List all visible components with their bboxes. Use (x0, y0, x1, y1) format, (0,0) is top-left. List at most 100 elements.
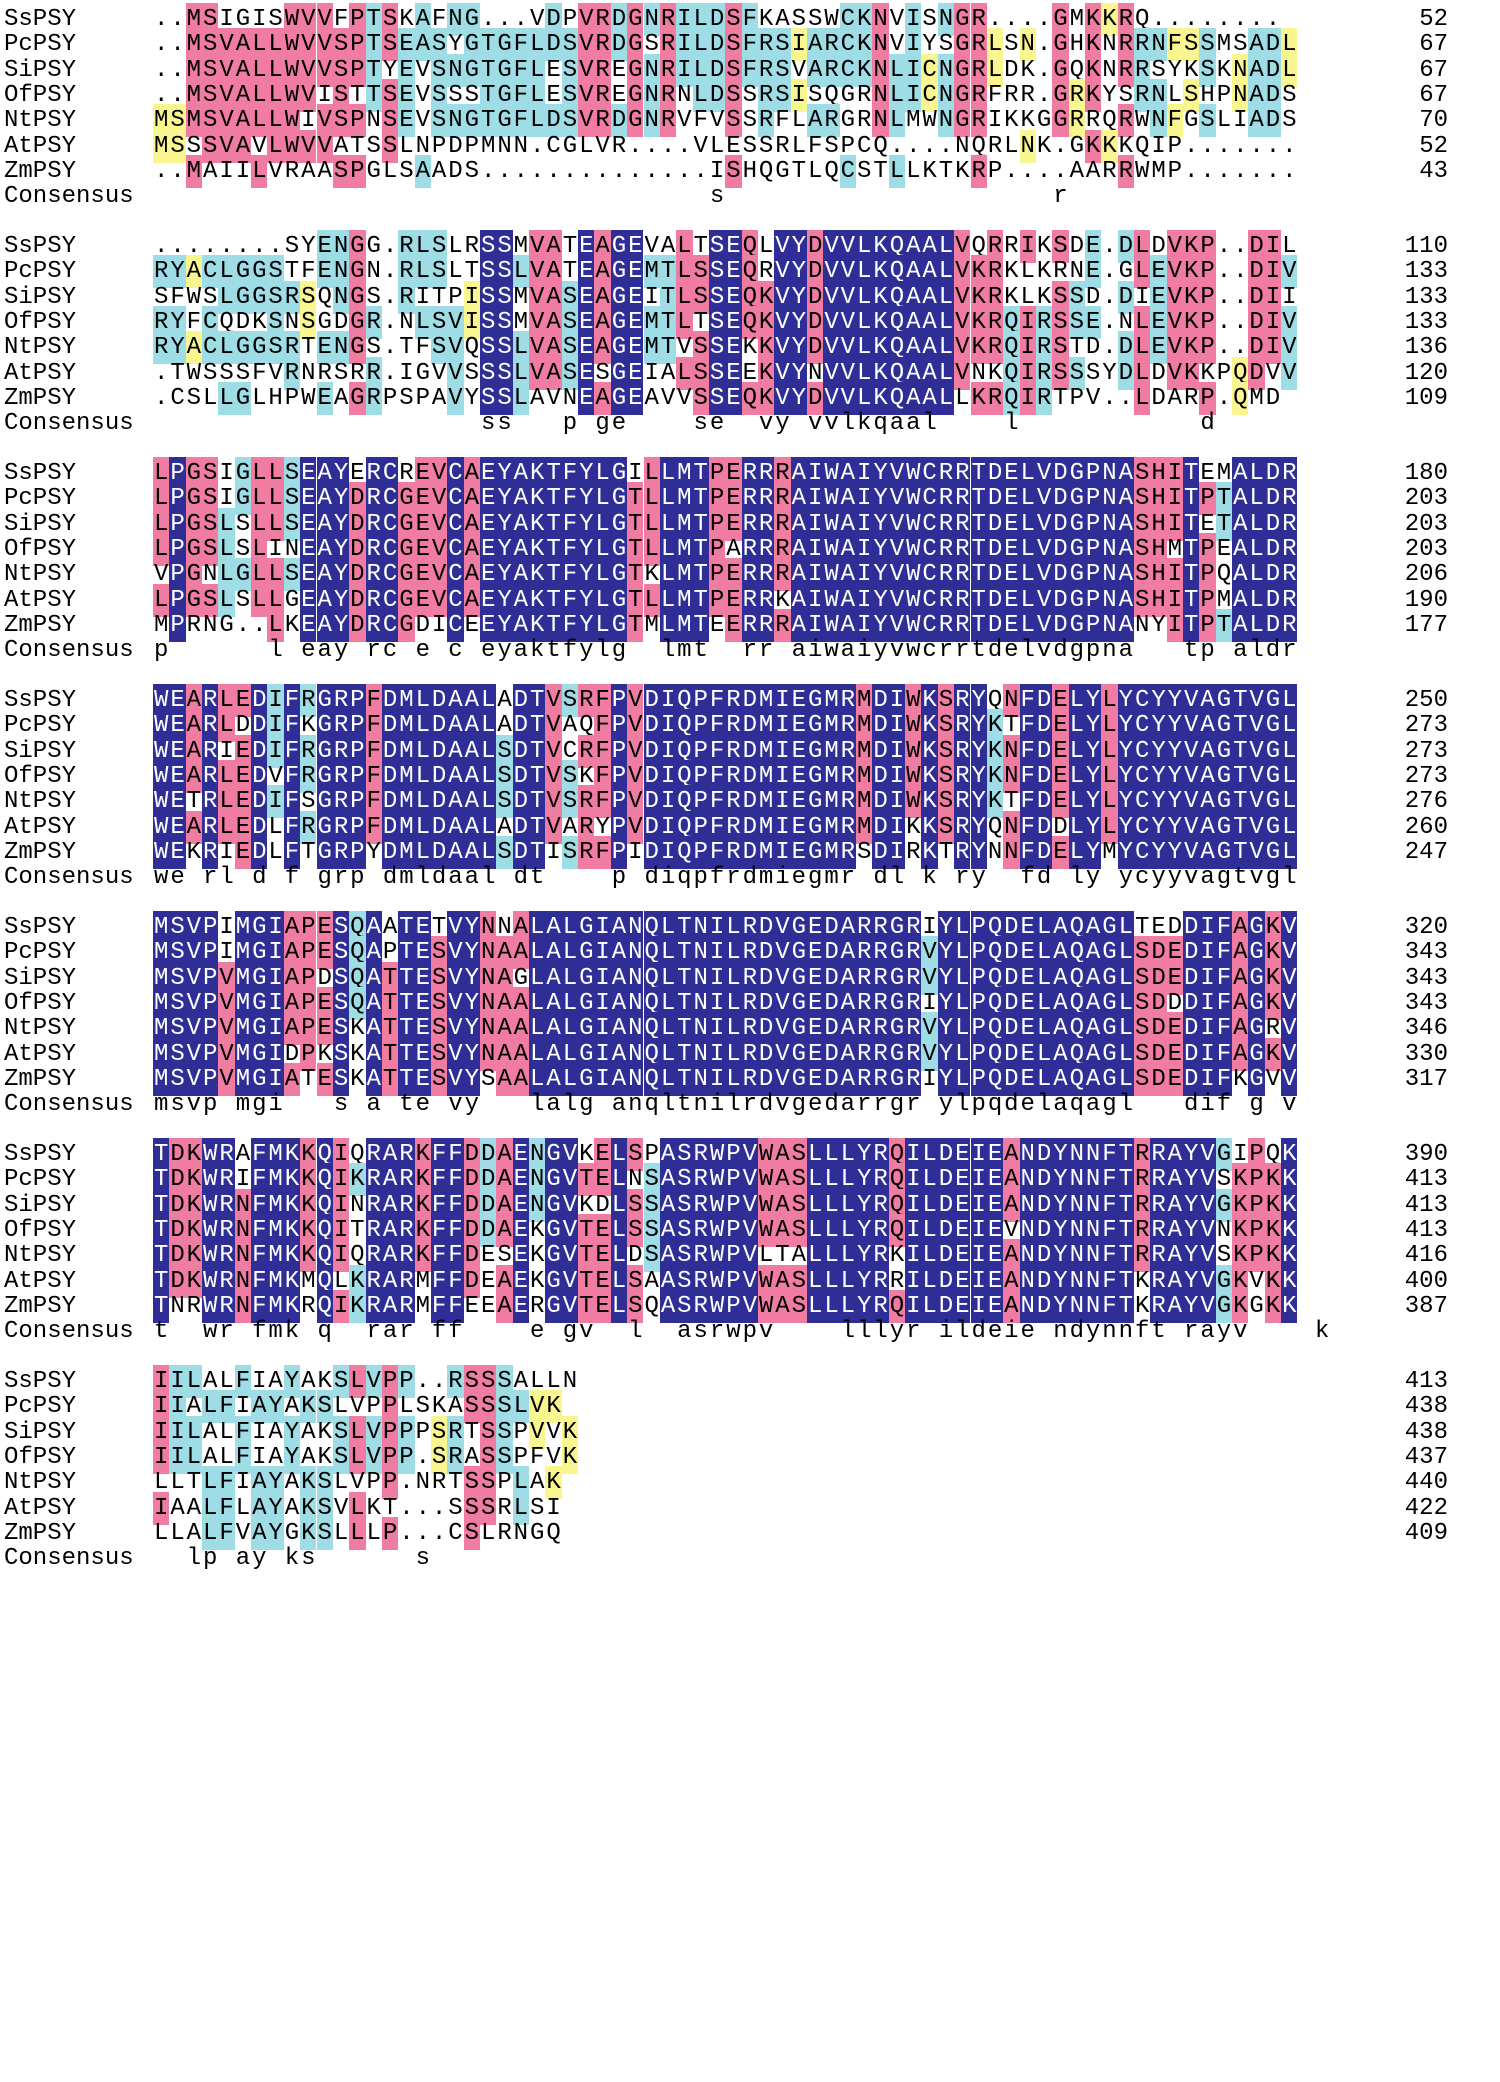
residue: S (464, 81, 480, 109)
consensus-residue: t (1151, 1318, 1166, 1346)
consensus-label: Consensus (4, 1545, 134, 1573)
consensus-residue (774, 180, 790, 213)
consensus-residue (218, 180, 234, 213)
residue: L (529, 78, 546, 112)
residue: N (937, 3, 955, 36)
consensus-residue (1150, 180, 1166, 213)
residue: G (496, 28, 513, 62)
consensus-residue (1167, 1088, 1183, 1121)
residue: S (742, 132, 757, 160)
residue: T (365, 28, 382, 62)
residue: E (398, 28, 415, 62)
consensus-residue (153, 1542, 169, 1575)
residue: S (169, 104, 186, 138)
residue: I (905, 3, 922, 36)
residue: C (921, 78, 938, 112)
residue: I (676, 3, 693, 36)
residue: G (627, 53, 644, 87)
residue: G (954, 78, 971, 112)
residue: K (1101, 129, 1118, 163)
consensus-residue (529, 180, 545, 213)
residue: D (545, 3, 562, 36)
residue: M (185, 104, 203, 138)
residue: N (513, 132, 529, 160)
residue: S (202, 129, 219, 163)
consensus-residue (856, 861, 872, 894)
consensus-residue (921, 1088, 937, 1121)
residue: I (301, 107, 316, 135)
residue: L (709, 132, 725, 160)
consensus-residue: y (252, 1545, 267, 1573)
residue: K (1084, 129, 1102, 163)
residue: R (970, 104, 987, 138)
consensus-residue (169, 180, 185, 213)
residue: P (562, 6, 578, 33)
consensus-residue (758, 180, 774, 213)
consensus-residue (415, 180, 431, 213)
consensus-residue (480, 1542, 496, 1575)
consensus-residue: t (153, 1318, 169, 1346)
residue: S (186, 132, 202, 160)
consensus-residue (218, 407, 234, 440)
consensus-residue: q (987, 1091, 1003, 1119)
residue: C (839, 3, 857, 36)
alignment-row: PcPSY.. M S V A L L W V V S P T S E A S Y G T G F L D S V R D G S R I L D… (0, 28, 1500, 62)
residue: S (725, 28, 742, 62)
consensus-residue (954, 407, 970, 440)
consensus-residue: q (644, 1091, 659, 1119)
consensus-residue: i (775, 864, 790, 892)
consensus-residue: l (660, 1091, 676, 1119)
consensus-residue (1036, 407, 1052, 440)
consensus-residue: q (677, 864, 692, 892)
residue: S (202, 3, 219, 36)
residue: E (546, 81, 561, 109)
consensus-residue: y (333, 637, 349, 665)
consensus-residue: y (1151, 864, 1166, 892)
consensus-residue: v (579, 1318, 594, 1346)
residue: G (840, 81, 856, 109)
residue: V (218, 53, 235, 87)
residue: K (856, 53, 873, 87)
consensus-residue: l (1282, 864, 1297, 892)
residue: K (1101, 3, 1118, 36)
consensus-residue: k (284, 1318, 300, 1346)
residue: P (1167, 132, 1183, 160)
residue: N (643, 78, 660, 112)
residue: S (922, 6, 937, 33)
residue: R (970, 78, 987, 112)
residue: R (1020, 81, 1035, 109)
consensus-residue: r (709, 1318, 725, 1346)
consensus-residue: r (742, 637, 757, 665)
residue: R (594, 3, 611, 36)
residue: N (955, 132, 970, 160)
residue: N (872, 3, 889, 36)
residue: . (497, 6, 512, 33)
consensus-residue: n (693, 1091, 708, 1119)
consensus-residue: q (1069, 1091, 1084, 1119)
consensus-residue: r (219, 1318, 234, 1346)
residue: K (1020, 107, 1035, 135)
residue: S (381, 28, 399, 62)
residue: D (610, 28, 628, 62)
residue: T (480, 53, 497, 87)
residue: . (1167, 6, 1183, 33)
consensus-label: Consensus (4, 864, 134, 892)
residue: K (856, 28, 873, 62)
consensus-residue (333, 407, 349, 440)
consensus-residue: r (840, 864, 856, 892)
consensus-residue: r (758, 637, 774, 665)
consensus-residue: d (742, 864, 757, 892)
alignment-row: ZmPSY.. M A I I L V R A A S P G L S A A D S.............. I… (0, 154, 1500, 188)
residue: F (1166, 28, 1184, 62)
residue: D (1264, 78, 1282, 112)
residue: V (415, 56, 430, 84)
consensus-residue (823, 180, 839, 213)
residue: M (185, 53, 203, 87)
residue: M (480, 132, 496, 160)
consensus-residue (169, 1315, 185, 1348)
consensus-residue (1101, 861, 1117, 894)
residue: T (365, 53, 382, 87)
residue: D (448, 132, 463, 160)
